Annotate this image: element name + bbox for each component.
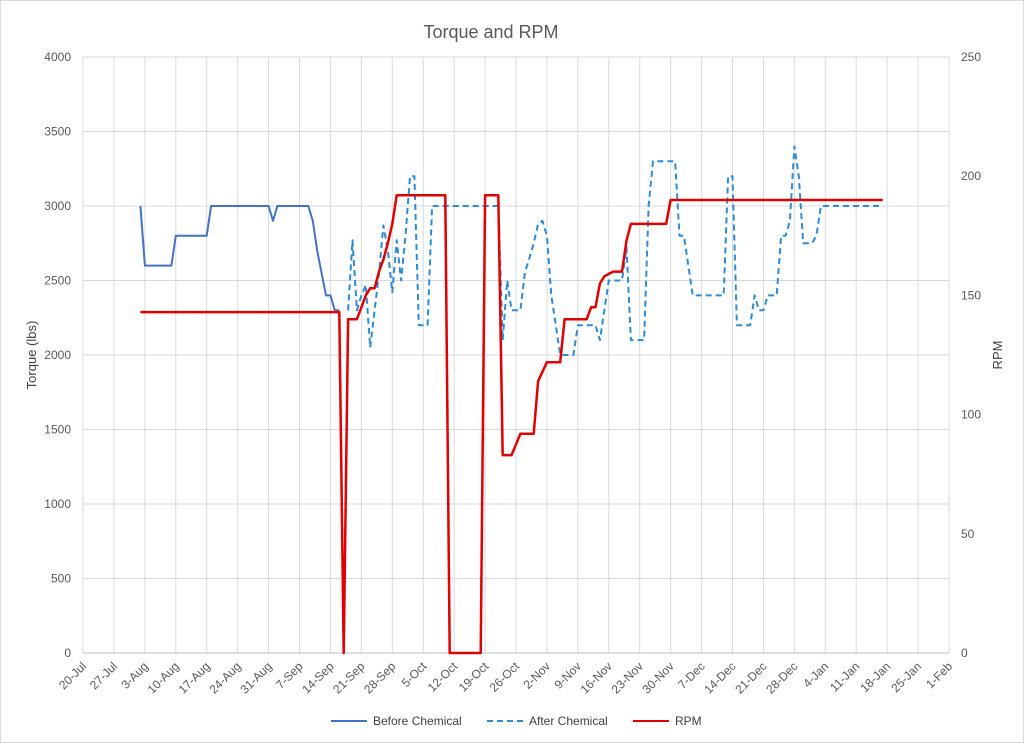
y-tick-label: 1000 xyxy=(44,497,71,511)
legend-label-after-chemical: After Chemical xyxy=(529,714,608,728)
y2-tick-label: 0 xyxy=(961,646,968,660)
x-axis: 20-Jul27-Jul3-Aug10-Aug17-Aug24-Aug31-Au… xyxy=(56,659,955,697)
y-tick-label: 4000 xyxy=(44,50,71,64)
y2-tick-label: 50 xyxy=(961,527,975,541)
x-tick-label: 26-Oct xyxy=(487,659,523,695)
y-axis-right: 0 50 100 150 200 250 xyxy=(961,50,981,660)
x-tick-label: 20-Jul xyxy=(56,659,89,692)
series-line-before-chemical xyxy=(139,205,340,312)
x-tick-label: 27-Jul xyxy=(87,659,120,692)
x-tick-label: 10-Aug xyxy=(145,659,182,696)
y-axis-title: Torque (lbs) xyxy=(24,321,39,390)
x-tick-label: 30-Nov xyxy=(640,659,677,696)
y-tick-label: 500 xyxy=(51,572,71,586)
x-tick-label: 18-Jan xyxy=(857,659,893,695)
y2-tick-label: 100 xyxy=(961,408,981,422)
x-tick-label: 31-Aug xyxy=(237,659,274,696)
x-tick-label: 28-Sep xyxy=(361,659,398,696)
y2-tick-label: 200 xyxy=(961,169,981,183)
x-tick-label: 21-Sep xyxy=(330,659,367,696)
y2-tick-label: 250 xyxy=(961,50,981,64)
x-tick-label: 23-Nov xyxy=(609,659,646,696)
series-line-after-chemical xyxy=(347,145,883,356)
y-axis-left: 0 500 1000 1500 2000 2500 3000 3500 4000 xyxy=(44,50,71,660)
x-tick-label: 2-Nov xyxy=(521,659,554,692)
x-tick-label: 12-Oct xyxy=(425,659,461,695)
series-line-rpm xyxy=(140,194,883,655)
x-tick-label: 11-Jan xyxy=(827,659,862,694)
chart-title: Torque and RPM xyxy=(423,22,558,42)
x-tick-label: 17-Aug xyxy=(176,659,213,696)
x-tick-label: 28-Dec xyxy=(763,659,800,696)
y-tick-label: 0 xyxy=(64,646,71,660)
legend-label-rpm: RPM xyxy=(675,714,702,728)
x-tick-label: 4-Jan xyxy=(800,659,831,690)
legend: Before Chemical After Chemical RPM xyxy=(331,714,702,728)
x-tick-label: 21-Dec xyxy=(732,659,769,696)
y-tick-label: 3000 xyxy=(44,199,71,213)
y-tick-label: 2000 xyxy=(44,348,71,362)
x-tick-label: 25-Jan xyxy=(888,659,924,695)
x-tick-label: 16-Nov xyxy=(578,659,615,696)
y-tick-label: 3500 xyxy=(44,125,71,139)
x-tick-label: 24-Aug xyxy=(206,659,243,696)
y2-axis-title: RPM xyxy=(990,341,1005,370)
x-tick-label: 14-Sep xyxy=(299,659,336,696)
x-tick-label: 19-Oct xyxy=(456,659,492,695)
x-tick-label: 14-Dec xyxy=(701,659,738,696)
series-layer xyxy=(139,145,883,655)
legend-label-before-chemical: Before Chemical xyxy=(373,714,462,728)
y-tick-label: 1500 xyxy=(44,423,71,437)
x-tick-label: 1-Feb xyxy=(923,659,955,691)
y2-tick-label: 150 xyxy=(961,288,981,302)
y-tick-label: 2500 xyxy=(44,274,71,288)
gridlines xyxy=(82,56,950,654)
